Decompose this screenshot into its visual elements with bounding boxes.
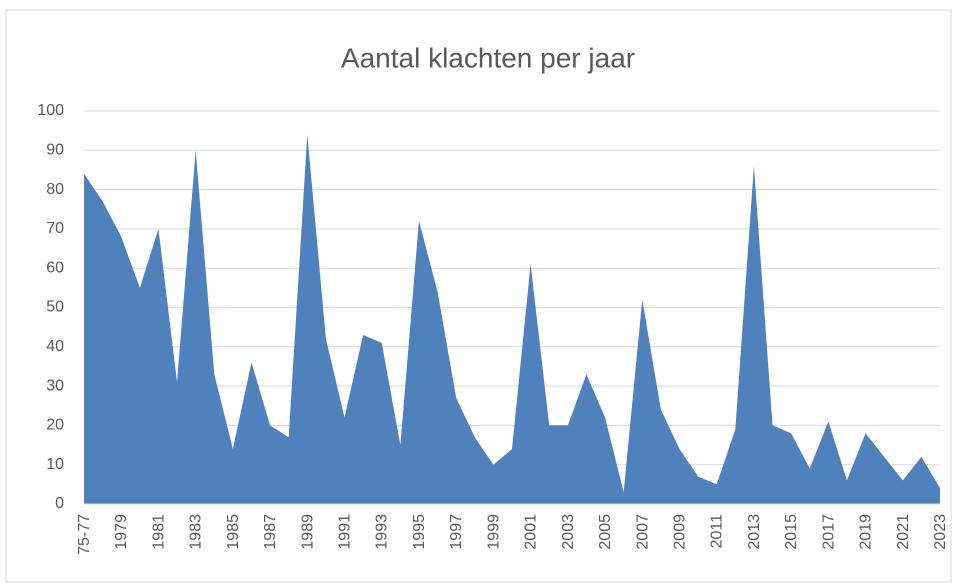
x-tick-label: 2019 — [858, 514, 875, 550]
x-tick-label: 2015 — [783, 514, 800, 550]
x-tick-label: 1979 — [113, 514, 130, 550]
x-tick-label: 75-77 — [76, 514, 93, 555]
x-tick-label: 1991 — [337, 514, 354, 550]
y-tick-label: 80 — [46, 181, 64, 198]
x-tick-label: 2001 — [523, 514, 540, 550]
x-tick-label: 1995 — [411, 514, 428, 550]
x-tick-label: 2009 — [671, 514, 688, 550]
y-tick-label: 90 — [46, 142, 64, 159]
x-tick-label: 2005 — [597, 514, 614, 550]
y-tick-label: 70 — [46, 220, 64, 237]
x-tick-label: 2021 — [895, 514, 912, 550]
x-tick-label: 2023 — [932, 514, 949, 550]
x-tick-label: 1987 — [262, 514, 279, 550]
x-tick-label: 2013 — [746, 514, 763, 550]
area — [84, 134, 940, 504]
y-tick-label: 60 — [46, 259, 64, 276]
y-tick-label: 20 — [46, 417, 64, 434]
x-tick-label: 2011 — [709, 514, 726, 549]
y-tick-label: 10 — [46, 456, 64, 473]
x-tick-label: 1983 — [188, 514, 205, 550]
y-tick-label: 30 — [46, 377, 64, 394]
y-tick-label: 100 — [37, 102, 64, 119]
y-tick-label: 40 — [46, 338, 64, 355]
x-tick-label: 1993 — [374, 514, 391, 550]
x-tick-label: 2003 — [560, 514, 577, 550]
chart-title: Aantal klachten per jaar — [341, 42, 635, 73]
x-tick-label: 1999 — [485, 514, 502, 550]
x-tick-label: 1997 — [448, 514, 465, 550]
x-tick-label: 1981 — [150, 514, 167, 550]
x-tick-label: 2007 — [634, 514, 651, 550]
x-tick-label: 1985 — [225, 514, 242, 550]
y-tick-label: 50 — [46, 299, 64, 316]
x-tick-label: 1989 — [299, 514, 316, 550]
y-tick-label: 0 — [55, 495, 64, 512]
x-tick-label: 2017 — [820, 514, 837, 550]
